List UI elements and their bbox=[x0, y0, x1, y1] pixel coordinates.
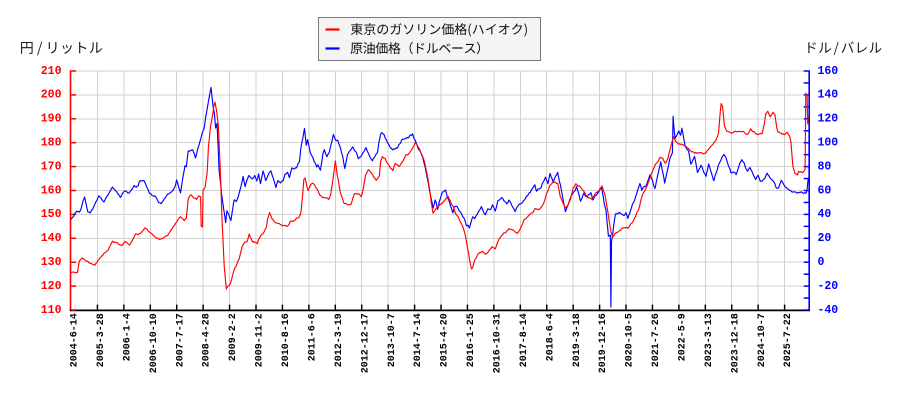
svg-text:2006-10-10: 2006-10-10 bbox=[149, 313, 160, 373]
svg-text:2009-2-2: 2009-2-2 bbox=[228, 313, 239, 361]
svg-text:2009-11-2: 2009-11-2 bbox=[255, 313, 266, 367]
svg-text:2019-12-16: 2019-12-16 bbox=[598, 313, 609, 373]
svg-text:2025-7-22: 2025-7-22 bbox=[783, 313, 794, 367]
svg-text:120: 120 bbox=[818, 113, 839, 126]
svg-text:2016-1-25: 2016-1-25 bbox=[466, 313, 477, 367]
svg-text:2012-3-19: 2012-3-19 bbox=[334, 313, 345, 367]
svg-text:40: 40 bbox=[818, 208, 832, 221]
svg-text:2013-10-7: 2013-10-7 bbox=[387, 313, 398, 367]
svg-text:2022-5-9: 2022-5-9 bbox=[678, 313, 689, 361]
svg-text:2006-1-4: 2006-1-4 bbox=[123, 313, 134, 361]
svg-text:2019-3-18: 2019-3-18 bbox=[572, 313, 583, 367]
svg-text:-20: -20 bbox=[818, 280, 839, 293]
svg-text:160: 160 bbox=[818, 65, 839, 78]
svg-text:2015-4-20: 2015-4-20 bbox=[440, 313, 451, 367]
svg-text:2005-3-28: 2005-3-28 bbox=[96, 313, 107, 367]
svg-text:2016-10-31: 2016-10-31 bbox=[493, 313, 504, 373]
svg-text:2004-6-14: 2004-6-14 bbox=[70, 313, 81, 367]
svg-text:120: 120 bbox=[41, 280, 62, 293]
svg-text:180: 180 bbox=[41, 137, 62, 150]
svg-text:140: 140 bbox=[41, 232, 62, 245]
svg-text:2012-12-17: 2012-12-17 bbox=[360, 313, 371, 373]
svg-text:20: 20 bbox=[818, 232, 832, 245]
svg-text:60: 60 bbox=[818, 184, 832, 197]
svg-text:110: 110 bbox=[41, 304, 62, 317]
svg-text:2024-10-7: 2024-10-7 bbox=[757, 313, 768, 367]
svg-text:2011-6-6: 2011-6-6 bbox=[308, 313, 319, 361]
svg-text:-40: -40 bbox=[818, 304, 839, 317]
svg-text:0: 0 bbox=[818, 256, 825, 269]
svg-text:200: 200 bbox=[41, 89, 62, 102]
svg-text:80: 80 bbox=[818, 160, 832, 173]
svg-text:140: 140 bbox=[818, 89, 839, 102]
svg-text:150: 150 bbox=[41, 208, 62, 221]
svg-text:2010-8-16: 2010-8-16 bbox=[281, 313, 292, 367]
svg-text:190: 190 bbox=[41, 113, 62, 126]
svg-text:2018-6-4: 2018-6-4 bbox=[545, 313, 556, 361]
svg-text:130: 130 bbox=[41, 256, 62, 269]
svg-text:2023-3-13: 2023-3-13 bbox=[704, 313, 715, 367]
svg-text:2017-8-14: 2017-8-14 bbox=[519, 313, 530, 367]
svg-text:210: 210 bbox=[41, 65, 62, 78]
svg-text:2020-10-5: 2020-10-5 bbox=[625, 313, 636, 367]
svg-text:160: 160 bbox=[41, 184, 62, 197]
svg-text:2023-12-18: 2023-12-18 bbox=[730, 313, 741, 373]
svg-text:2007-7-17: 2007-7-17 bbox=[175, 313, 186, 367]
svg-text:2014-7-14: 2014-7-14 bbox=[413, 313, 424, 367]
svg-text:170: 170 bbox=[41, 160, 62, 173]
svg-text:2021-7-26: 2021-7-26 bbox=[651, 313, 662, 367]
svg-text:2008-4-28: 2008-4-28 bbox=[202, 313, 213, 367]
svg-text:100: 100 bbox=[818, 137, 839, 150]
